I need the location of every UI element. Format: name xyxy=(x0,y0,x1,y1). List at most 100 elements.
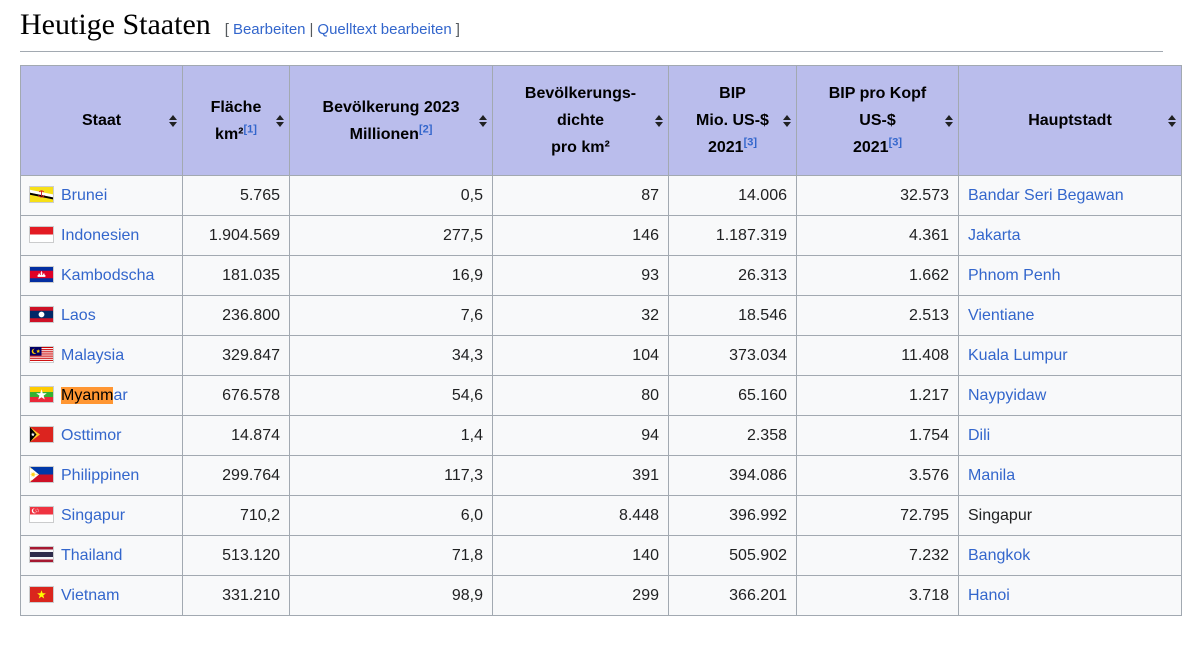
cell-hauptstadt: Singapur xyxy=(958,495,1182,536)
column-header-staat[interactable]: Staat xyxy=(20,65,183,176)
reference-link[interactable]: [3] xyxy=(743,136,758,149)
cell-hauptstadt: Bangkok xyxy=(958,535,1182,576)
flag-thailand-icon xyxy=(30,546,53,562)
column-header-label: BIP pro Kopf xyxy=(828,85,927,102)
column-header-label: Bevölkerungs- xyxy=(524,85,637,102)
cell-staat: Osttimor xyxy=(20,415,183,456)
cell-bip: 505.902 xyxy=(668,535,797,576)
country-link[interactable]: Philippinen xyxy=(61,466,140,484)
table-row-laos: Laos 236.800 7,6 32 18.546 2.513 Vientiane xyxy=(20,295,1182,336)
column-header-hauptstadt[interactable]: Hauptstadt xyxy=(958,65,1182,176)
article-section: Heutige Staaten [Bearbeiten | Quelltext be… xyxy=(0,8,1183,616)
cell-bevoelkerung: 7,6 xyxy=(289,295,493,336)
cell-bevoelkerung: 0,5 xyxy=(289,175,493,216)
capital-link[interactable]: Bandar Seri Begawan xyxy=(968,186,1124,204)
column-header-label: Bevölkerung 2023 xyxy=(322,98,460,116)
capital-link[interactable]: Phnom Penh xyxy=(968,266,1061,284)
cell-flaeche: 236.800 xyxy=(182,295,290,336)
table-row-myanmar: Myanmar 676.578 54,6 80 65.160 1.217 Naypyidaw xyxy=(20,375,1182,416)
flag-indonesien-icon xyxy=(30,226,53,242)
column-header-dichte[interactable]: Bevölkerungs-dichte pro km² xyxy=(492,65,669,176)
edit-link[interactable]: Bearbeiten xyxy=(232,21,306,38)
flag-laos-icon xyxy=(30,306,53,322)
reference-link[interactable]: [1] xyxy=(243,123,257,136)
edit-divider: | xyxy=(309,21,314,38)
capital-link[interactable]: Manila xyxy=(968,466,1016,484)
country-link[interactable]: Laos xyxy=(61,306,96,324)
cell-bip_pro_kopf: 72.795 xyxy=(796,495,959,536)
cell-staat: Singapur xyxy=(20,495,183,536)
page-title: Heutige Staaten xyxy=(20,8,211,41)
capital-link[interactable]: Dili xyxy=(968,426,991,444)
cell-bip_pro_kopf: 2.513 xyxy=(796,295,959,336)
edit-source-link[interactable]: Quelltext bearbeiten xyxy=(317,21,452,38)
cell-dichte: 391 xyxy=(492,455,669,496)
column-header-label: Millionen xyxy=(349,125,419,143)
cell-bevoelkerung: 1,4 xyxy=(289,415,493,456)
capital-link[interactable]: Naypyidaw xyxy=(968,386,1047,404)
cell-bevoelkerung: 6,0 xyxy=(289,495,493,536)
cell-bip_pro_kopf: 7.232 xyxy=(796,535,959,576)
table-row-singapur: Singapur 710,2 6,0 8.448 396.992 72.795 Singap… xyxy=(20,495,1182,536)
find-match-highlight: Myanm xyxy=(61,386,114,404)
country-link[interactable]: Myanmar xyxy=(61,386,128,404)
column-header-label: km² xyxy=(215,125,244,143)
column-header-label: BIP xyxy=(719,85,746,102)
column-header-label: 2021 xyxy=(707,139,744,156)
cell-bevoelkerung: 98,9 xyxy=(289,575,493,616)
capital-link[interactable]: Hanoi xyxy=(968,586,1010,604)
column-header-flaeche[interactable]: Fläche km²[1] xyxy=(182,65,290,176)
table-row-kambodscha: Kambodscha 181.035 16,9 93 26.313 1.662 Phnom … xyxy=(20,255,1182,296)
cell-dichte: 299 xyxy=(492,575,669,616)
table-row-malaysia: Malaysia 329.847 34,3 104 373.034 11.408 Kuala… xyxy=(20,335,1182,376)
flag-malaysia-icon xyxy=(30,346,53,362)
country-link[interactable]: Kambodscha xyxy=(61,266,155,284)
cell-bip: 373.034 xyxy=(668,335,797,376)
country-link[interactable]: Thailand xyxy=(61,546,123,564)
column-header-label: dichte xyxy=(556,112,605,129)
cell-bip: 18.546 xyxy=(668,295,797,336)
cell-hauptstadt: Vientiane xyxy=(958,295,1182,336)
capital-link[interactable]: Vientiane xyxy=(968,306,1035,324)
cell-bip: 26.313 xyxy=(668,255,797,296)
column-header-bip_pro_kopf[interactable]: BIP pro Kopf US-$ 2021[3] xyxy=(796,65,959,176)
cell-bip: 366.201 xyxy=(668,575,797,616)
country-link[interactable]: Indonesien xyxy=(61,226,140,244)
reference-link[interactable]: [3] xyxy=(888,136,903,149)
cell-flaeche: 14.874 xyxy=(182,415,290,456)
cell-flaeche: 5.765 xyxy=(182,175,290,216)
flag-brunei-icon xyxy=(30,186,53,202)
column-header-label: Mio. US-$ xyxy=(696,112,769,129)
country-link[interactable]: Brunei xyxy=(61,186,108,204)
country-link[interactable]: Singapur xyxy=(61,506,126,524)
cell-hauptstadt: Hanoi xyxy=(958,575,1182,616)
column-header-bevoelkerung[interactable]: Bevölkerung 2023 Millionen[2] xyxy=(289,65,493,176)
cell-staat: Brunei xyxy=(20,175,183,216)
cell-dichte: 32 xyxy=(492,295,669,336)
column-header-bip[interactable]: BIP Mio. US-$ 2021[3] xyxy=(668,65,797,176)
cell-flaeche: 710,2 xyxy=(182,495,290,536)
cell-dichte: 140 xyxy=(492,535,669,576)
capital-link[interactable]: Kuala Lumpur xyxy=(968,346,1068,364)
cell-hauptstadt: Dili xyxy=(958,415,1182,456)
sort-icon xyxy=(655,114,663,127)
capital-link[interactable]: Jakarta xyxy=(968,226,1021,244)
country-link[interactable]: Malaysia xyxy=(61,346,125,364)
cell-bip_pro_kopf: 1.754 xyxy=(796,415,959,456)
table-body: Brunei 5.765 0,5 87 14.006 32.573 Bandar Seri … xyxy=(20,175,1182,616)
cell-dichte: 87 xyxy=(492,175,669,216)
states-table: Staat Fläche km²[1] Bevölkerung 2023 Million… xyxy=(20,65,1182,616)
country-link[interactable]: Vietnam xyxy=(61,586,120,604)
cell-bip: 65.160 xyxy=(668,375,797,416)
cell-bip: 2.358 xyxy=(668,415,797,456)
table-row-indonesien: Indonesien 1.904.569 277,5 146 1.187.319 4.36… xyxy=(20,215,1182,256)
cell-staat: Vietnam xyxy=(20,575,183,616)
country-link[interactable]: Osttimor xyxy=(61,426,122,444)
cell-bevoelkerung: 16,9 xyxy=(289,255,493,296)
flag-vietnam-icon xyxy=(30,586,53,602)
cell-staat: Myanmar xyxy=(20,375,183,416)
cell-flaeche: 181.035 xyxy=(182,255,290,296)
column-header-label: 2021 xyxy=(852,139,889,156)
reference-link[interactable]: [2] xyxy=(418,123,433,136)
capital-link[interactable]: Bangkok xyxy=(968,546,1031,564)
